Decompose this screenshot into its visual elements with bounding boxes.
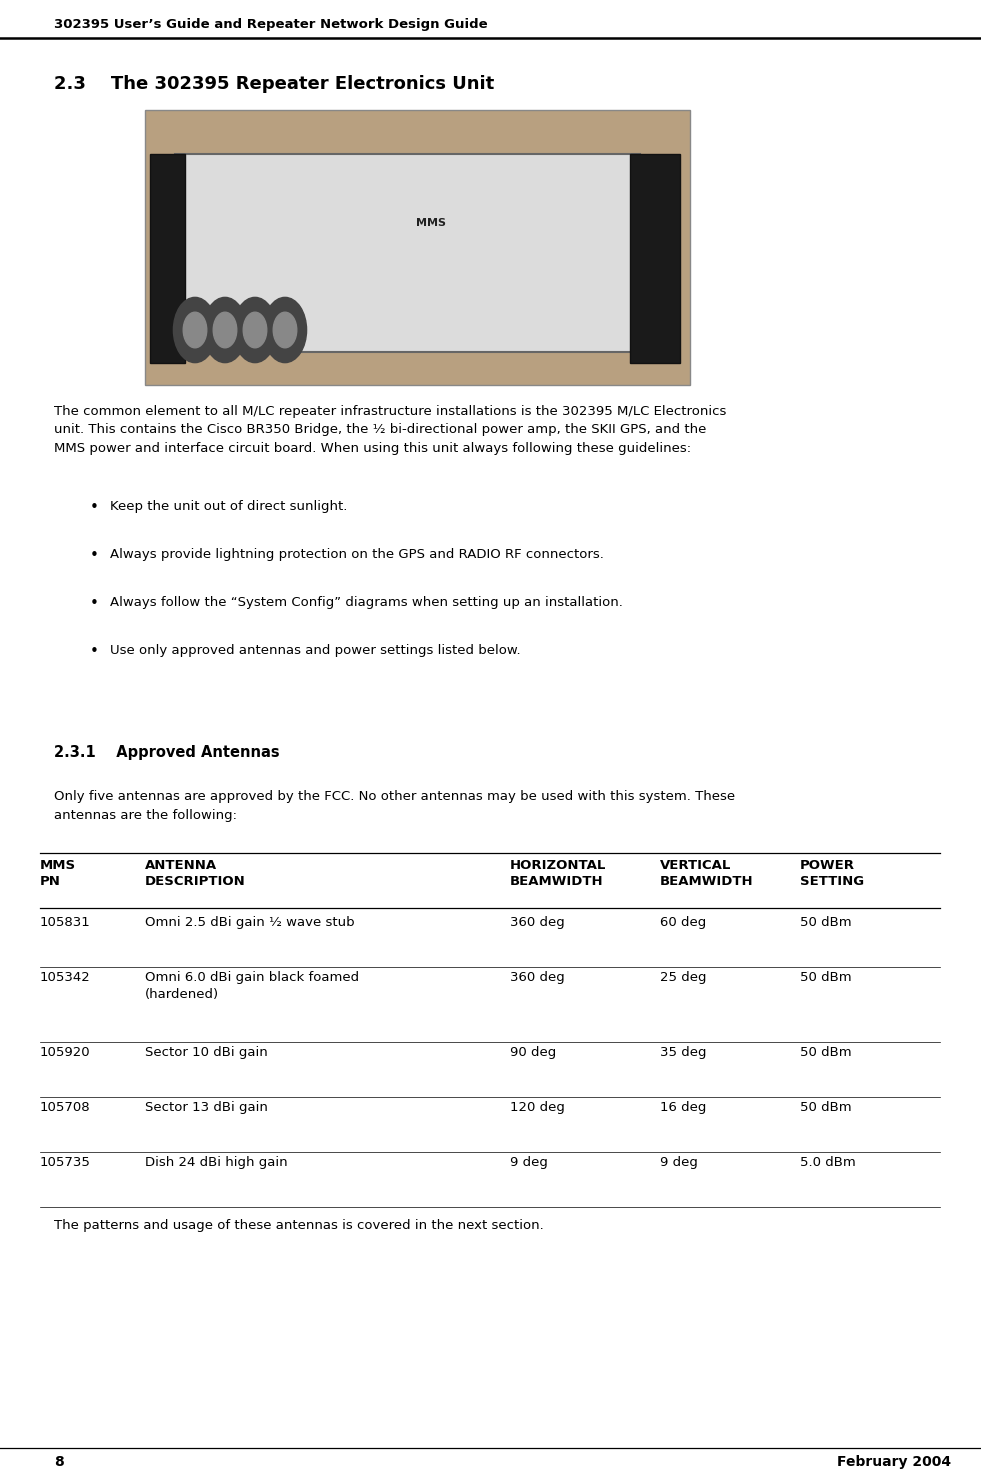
Text: HORIZONTAL
BEAMWIDTH: HORIZONTAL BEAMWIDTH [510,859,606,888]
Text: 120 deg: 120 deg [510,1100,565,1114]
Text: MMS: MMS [416,218,445,228]
Text: 50 dBm: 50 dBm [800,971,852,985]
Text: ANTENNA
DESCRIPTION: ANTENNA DESCRIPTION [145,859,246,888]
Circle shape [274,313,297,349]
Text: 105735: 105735 [40,1157,91,1169]
Text: 105708: 105708 [40,1100,90,1114]
Text: 50 dBm: 50 dBm [800,1100,852,1114]
Text: 2.3    The 302395 Repeater Electronics Unit: 2.3 The 302395 Repeater Electronics Unit [54,76,494,93]
Text: Only five antennas are approved by the FCC. No other antennas may be used with t: Only five antennas are approved by the F… [54,790,735,822]
Circle shape [183,313,207,349]
Text: •: • [90,549,99,564]
Text: Always provide lightning protection on the GPS and RADIO RF connectors.: Always provide lightning protection on t… [110,549,604,561]
Circle shape [203,298,246,363]
Text: 360 deg: 360 deg [510,971,565,985]
Bar [145,110,690,386]
Text: 105831: 105831 [40,916,91,928]
Text: February 2004: February 2004 [838,1455,952,1470]
Text: The common element to all M/LC repeater infrastructure installations is the 3023: The common element to all M/LC repeater … [54,405,726,455]
Text: 2.3.1    Approved Antennas: 2.3.1 Approved Antennas [54,744,280,759]
Text: 50 dBm: 50 dBm [800,916,852,928]
Text: The patterns and usage of these antennas is covered in the next section.: The patterns and usage of these antennas… [54,1219,543,1232]
Text: 16 deg: 16 deg [660,1100,706,1114]
Text: MMS
PN: MMS PN [40,859,77,888]
Text: 9 deg: 9 deg [510,1157,547,1169]
Text: Sector 13 dBi gain: Sector 13 dBi gain [145,1100,268,1114]
Text: POWER
SETTING: POWER SETTING [800,859,864,888]
Text: Omni 6.0 dBi gain black foamed
(hardened): Omni 6.0 dBi gain black foamed (hardened… [145,971,359,1001]
Circle shape [264,298,307,363]
Text: 9 deg: 9 deg [660,1157,697,1169]
Text: Keep the unit out of direct sunlight.: Keep the unit out of direct sunlight. [110,500,347,513]
Text: VERTICAL
BEAMWIDTH: VERTICAL BEAMWIDTH [660,859,753,888]
Bar [175,154,640,351]
Text: 105920: 105920 [40,1046,90,1059]
Text: 5.0 dBm: 5.0 dBm [800,1157,855,1169]
Text: Use only approved antennas and power settings listed below.: Use only approved antennas and power set… [110,644,521,657]
Text: 60 deg: 60 deg [660,916,706,928]
Text: Sector 10 dBi gain: Sector 10 dBi gain [145,1046,268,1059]
Circle shape [233,298,277,363]
Text: 50 dBm: 50 dBm [800,1046,852,1059]
Circle shape [243,313,267,349]
Text: •: • [90,500,99,515]
Circle shape [174,298,217,363]
Text: 302395 User’s Guide and Repeater Network Design Guide: 302395 User’s Guide and Repeater Network… [54,18,488,31]
Circle shape [213,313,236,349]
Text: 25 deg: 25 deg [660,971,706,985]
Text: Dish 24 dBi high gain: Dish 24 dBi high gain [145,1157,287,1169]
Text: •: • [90,644,99,658]
Text: 90 deg: 90 deg [510,1046,556,1059]
Bar [150,154,185,363]
Text: 105342: 105342 [40,971,91,985]
Text: 35 deg: 35 deg [660,1046,706,1059]
Text: 8: 8 [54,1455,64,1470]
Text: Omni 2.5 dBi gain ½ wave stub: Omni 2.5 dBi gain ½ wave stub [145,916,354,928]
Text: •: • [90,596,99,611]
Text: Always follow the “System Config” diagrams when setting up an installation.: Always follow the “System Config” diagra… [110,596,623,610]
Text: 360 deg: 360 deg [510,916,565,928]
Bar [630,154,680,363]
